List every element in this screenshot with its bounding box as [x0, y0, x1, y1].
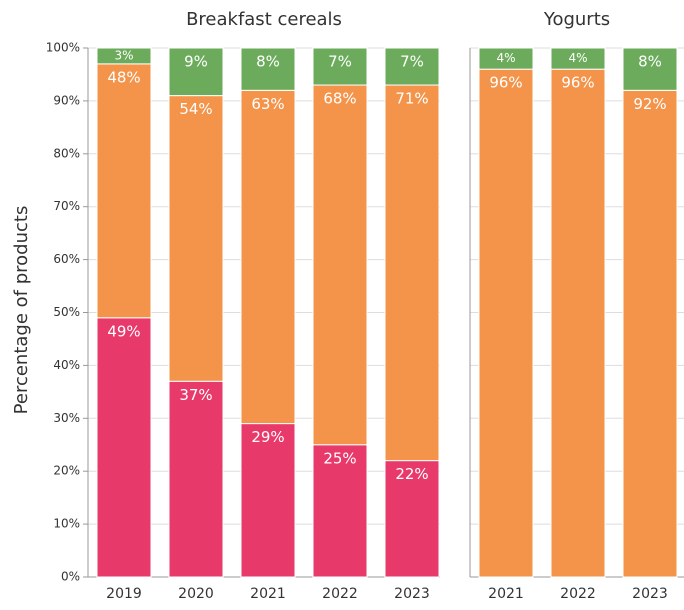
value-label: 22% [395, 465, 428, 483]
bar-segment [312, 444, 368, 578]
x-tick-label: 2020 [178, 586, 214, 602]
y-tick-label: 30% [53, 411, 80, 425]
value-label: 71% [395, 90, 428, 108]
value-label: 29% [251, 428, 284, 446]
value-label: 68% [323, 90, 356, 108]
bar-segment [168, 95, 224, 382]
bar-segment [384, 84, 440, 462]
y-tick-label: 90% [53, 93, 80, 107]
y-tick-label: 70% [53, 199, 80, 213]
x-tick-label: 2023 [632, 586, 668, 602]
value-label: 96% [489, 74, 522, 92]
value-label: 8% [256, 53, 280, 71]
value-label: 9% [184, 53, 208, 71]
x-tick-label: 2022 [322, 586, 358, 602]
x-tick-label: 2022 [560, 586, 596, 602]
y-tick-label: 10% [53, 517, 80, 531]
bar-segment [168, 47, 224, 97]
y-tick-label: 40% [53, 358, 80, 372]
value-label: 37% [179, 386, 212, 404]
bar-segment [312, 84, 368, 446]
bar-segment [478, 47, 534, 70]
value-label: 49% [107, 322, 140, 340]
bar-segment [240, 47, 296, 91]
y-tick-label: 100% [46, 41, 80, 55]
bar-segment [550, 68, 606, 578]
bar-segment [478, 68, 534, 578]
value-label: 4% [496, 51, 515, 65]
panel-title: Yogurts [543, 9, 610, 30]
value-label: 7% [328, 53, 352, 71]
x-tick-label: 2023 [394, 586, 430, 602]
y-tick-label: 80% [53, 146, 80, 160]
bar-segment [312, 47, 368, 86]
value-label: 63% [251, 95, 284, 113]
x-tick-label: 2021 [488, 586, 524, 602]
value-label: 92% [633, 95, 666, 113]
bar-segment [384, 47, 440, 86]
bar-segment [622, 89, 678, 578]
value-label: 3% [114, 48, 133, 62]
bar-segment [240, 423, 296, 578]
panel-title: Breakfast cereals [186, 9, 342, 30]
value-label: 25% [323, 449, 356, 467]
value-label: 48% [107, 68, 140, 86]
bar-segment [96, 63, 152, 319]
value-label: 54% [179, 100, 212, 118]
value-label: 8% [638, 53, 662, 71]
y-axis-label: Percentage of products [11, 206, 32, 415]
bar-segment [96, 317, 152, 578]
bar-segment [384, 460, 440, 578]
y-tick-label: 60% [53, 252, 80, 266]
y-tick-label: 0% [61, 570, 80, 584]
bar-segment [96, 47, 152, 65]
value-label: 96% [561, 74, 594, 92]
x-tick-label: 2019 [106, 586, 142, 602]
x-tick-label: 2021 [250, 586, 286, 602]
bar-segment [550, 47, 606, 70]
y-tick-label: 20% [53, 464, 80, 478]
bar-segment [240, 89, 296, 425]
value-label: 7% [400, 53, 424, 71]
bar-segment [168, 380, 224, 578]
bar-segment [622, 47, 678, 91]
y-tick-label: 50% [53, 305, 80, 319]
value-label: 4% [568, 51, 587, 65]
